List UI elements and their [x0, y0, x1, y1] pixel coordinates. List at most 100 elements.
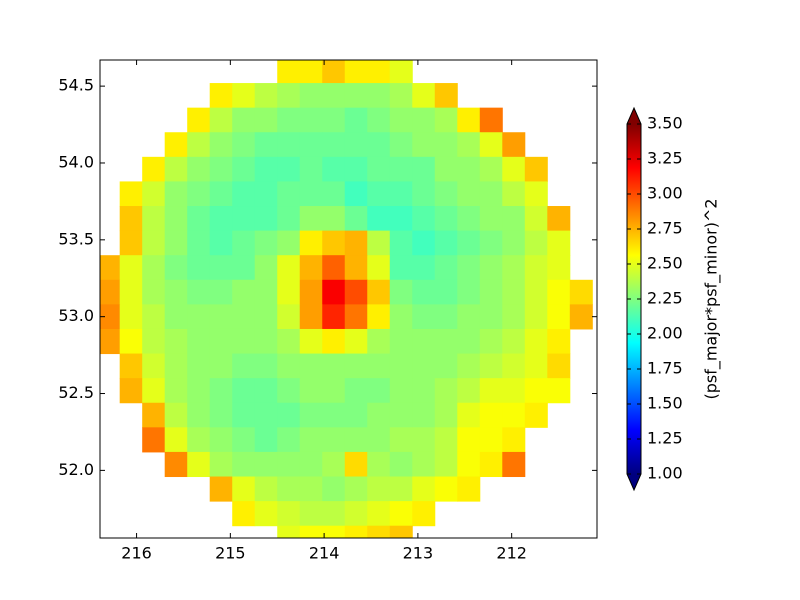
- heat-cell: [434, 402, 458, 428]
- heat-cell: [344, 60, 368, 84]
- heat-cell: [389, 230, 413, 256]
- heat-cell: [232, 304, 256, 330]
- heat-cell: [100, 304, 121, 330]
- heat-cell: [367, 451, 391, 478]
- heat-cell: [502, 427, 526, 453]
- heat-cell: [457, 255, 481, 281]
- heat-cell: [344, 230, 368, 256]
- heat-cell: [209, 328, 233, 355]
- heat-cell: [412, 156, 436, 182]
- x-tick-label: 214: [309, 544, 340, 563]
- heat-cell: [412, 206, 436, 232]
- heat-cell: [299, 230, 323, 256]
- heat-cell: [457, 451, 481, 478]
- heat-cell: [412, 402, 436, 428]
- heat-cell: [254, 427, 278, 453]
- heat-cell: [434, 83, 458, 109]
- heat-cell: [344, 525, 368, 538]
- heat-cell: [457, 132, 481, 158]
- x-tick-label: 216: [121, 544, 152, 563]
- heat-cell: [277, 378, 301, 404]
- heat-cell: [524, 206, 548, 232]
- heat-cell: [232, 83, 256, 109]
- heat-cell: [299, 132, 323, 158]
- heat-cell: [547, 255, 571, 281]
- heat-cell: [277, 206, 301, 232]
- heat-cell: [299, 328, 323, 355]
- heat-cell: [254, 304, 278, 330]
- heat-cell: [412, 501, 436, 527]
- heat-cell: [479, 181, 503, 207]
- heat-cell: [209, 353, 233, 379]
- heat-cell: [142, 255, 166, 281]
- heat-cell: [187, 132, 211, 158]
- heat-cell: [412, 181, 436, 207]
- heat-cell: [254, 378, 278, 404]
- heat-cell: [187, 255, 211, 281]
- heat-cell: [299, 427, 323, 453]
- heat-cell: [164, 206, 188, 232]
- heat-cell: [389, 525, 413, 538]
- heat-cell: [524, 156, 548, 182]
- heat-cell: [457, 378, 481, 404]
- heat-cell: [547, 378, 571, 404]
- colorbar-tick-label: 2.00: [647, 324, 683, 343]
- heat-cell: [187, 353, 211, 379]
- heat-cell: [254, 255, 278, 281]
- heat-cell: [547, 304, 571, 330]
- heat-cell: [322, 107, 346, 133]
- heat-cell: [277, 279, 301, 305]
- heat-cell: [434, 378, 458, 404]
- heat-cell: [209, 255, 233, 281]
- heat-cell: [457, 279, 481, 305]
- heat-cell: [209, 476, 233, 502]
- heat-cell: [142, 304, 166, 330]
- heat-cell: [389, 279, 413, 305]
- heat-cell: [187, 156, 211, 182]
- heat-cell: [412, 230, 436, 256]
- heatmap: [100, 60, 593, 538]
- heat-cell: [209, 181, 233, 207]
- heat-cell: [412, 83, 436, 109]
- heat-cell: [164, 451, 188, 478]
- heat-cell: [434, 451, 458, 478]
- heat-cell: [187, 402, 211, 428]
- heat-cell: [457, 156, 481, 182]
- heat-cell: [457, 181, 481, 207]
- heat-cell: [142, 279, 166, 305]
- heat-cell: [187, 451, 211, 478]
- heat-cell: [277, 255, 301, 281]
- heat-cell: [389, 402, 413, 428]
- heat-cell: [299, 156, 323, 182]
- heat-cell: [187, 206, 211, 232]
- heat-cell: [232, 107, 256, 133]
- heat-cell: [367, 156, 391, 182]
- heat-cell: [412, 304, 436, 330]
- colorbar-tick-label: 2.25: [647, 289, 683, 308]
- heat-cell: [299, 255, 323, 281]
- heat-cell: [434, 476, 458, 502]
- heat-cell: [254, 206, 278, 232]
- heat-cell: [367, 279, 391, 305]
- heat-cell: [457, 230, 481, 256]
- heat-cell: [367, 525, 391, 538]
- plot-frame: [99, 59, 598, 539]
- heat-cell: [502, 181, 526, 207]
- heat-cell: [254, 501, 278, 527]
- heat-cell: [164, 304, 188, 330]
- colorbar-tick-label: 1.00: [647, 464, 683, 483]
- heat-cell: [547, 206, 571, 232]
- heat-cell: [299, 206, 323, 232]
- heat-cell: [502, 328, 526, 355]
- heat-cell: [299, 476, 323, 502]
- heat-cell: [299, 181, 323, 207]
- heat-cell: [389, 107, 413, 133]
- heat-cell: [187, 181, 211, 207]
- heat-cell: [187, 107, 211, 133]
- heat-cell: [119, 378, 143, 404]
- heat-cell: [344, 206, 368, 232]
- heat-cell: [547, 279, 571, 305]
- heat-cell: [209, 279, 233, 305]
- heat-cell: [367, 353, 391, 379]
- heat-cell: [524, 230, 548, 256]
